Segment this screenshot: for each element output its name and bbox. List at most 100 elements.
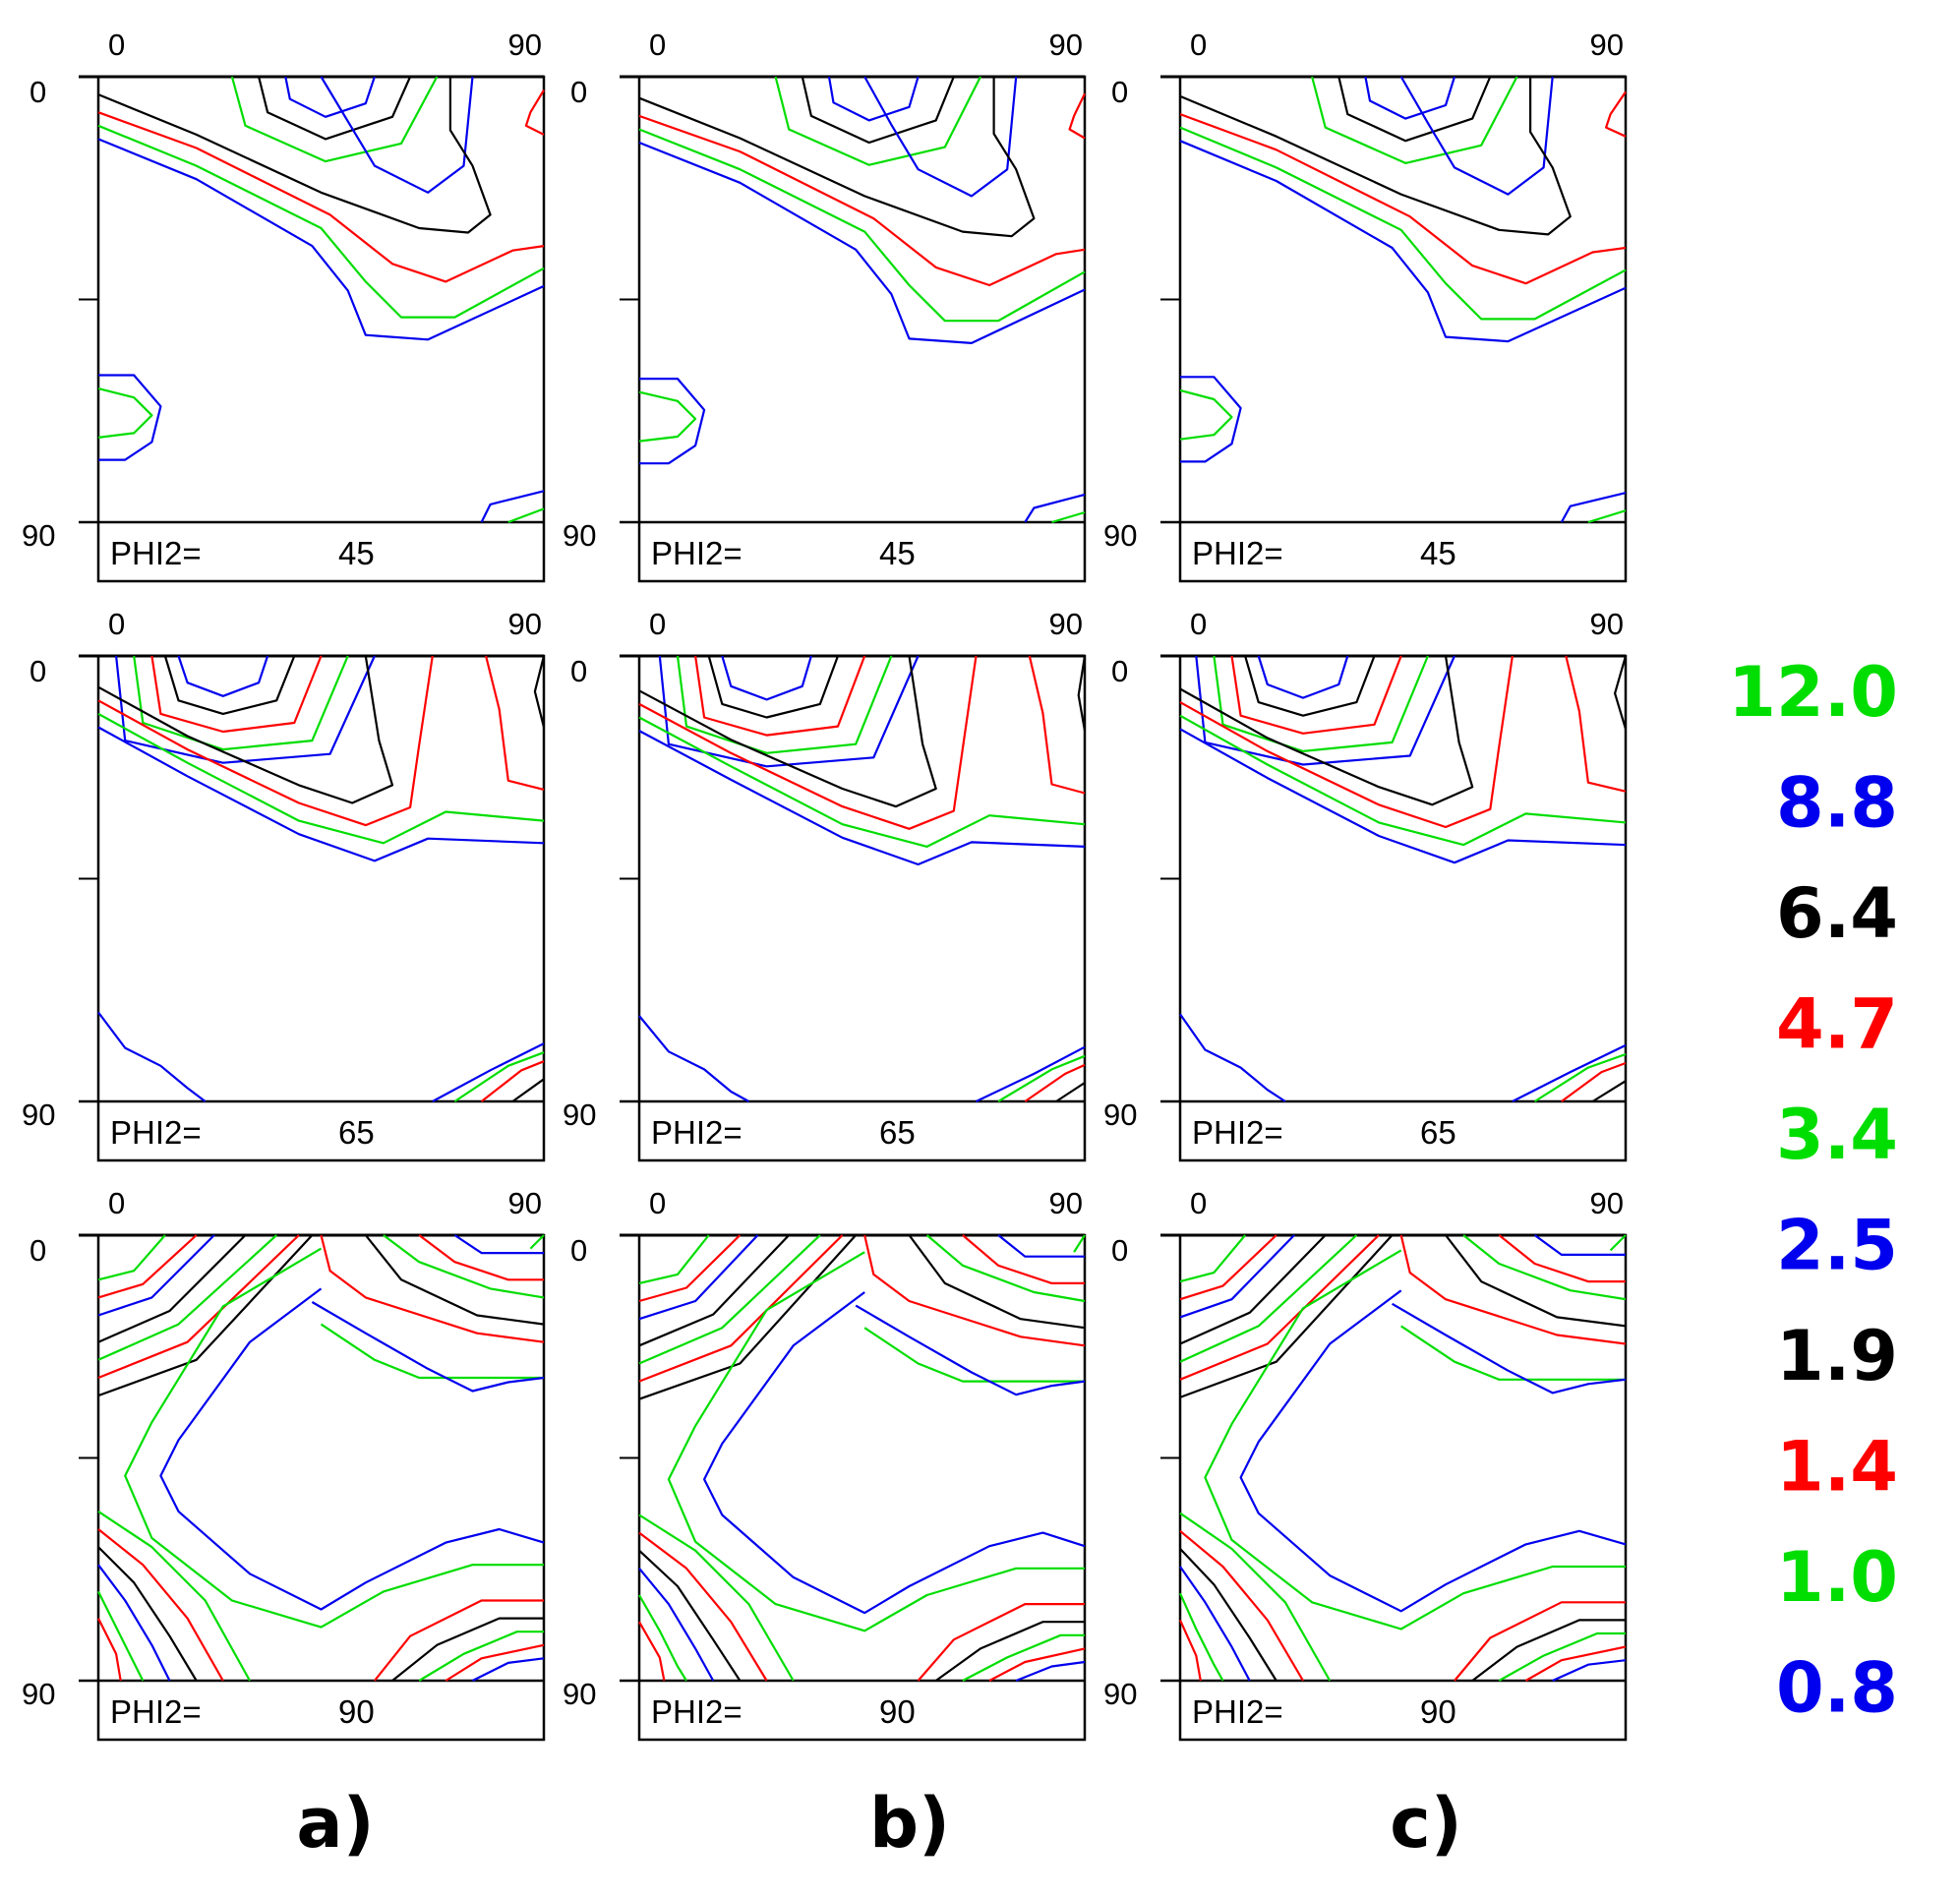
contour-line: [374, 1599, 544, 1682]
x-axis-max-label: 90: [1590, 1186, 1624, 1220]
y-axis-max-label: 90: [1103, 1097, 1137, 1132]
x-axis-min-label: 0: [649, 607, 666, 641]
contour-line: [1179, 1013, 1286, 1102]
contour-line: [97, 712, 545, 845]
section-angle-value: 65: [338, 1114, 375, 1151]
contour-line: [97, 77, 492, 234]
contour-line: [1179, 126, 1627, 321]
contour-line: [364, 1234, 545, 1326]
contour-line: [258, 76, 412, 141]
x-axis-max-label: 90: [1049, 28, 1083, 62]
section-angle-value: 45: [338, 535, 375, 571]
legend-level-2: 6.4: [1776, 873, 1898, 954]
contour-line: [638, 1234, 844, 1383]
contour-line: [1552, 1659, 1627, 1683]
x-axis-min-label: 0: [108, 1186, 125, 1220]
contour-line: [418, 1631, 544, 1682]
odf-panel-r2-c2: 0 90 0 90 PHI2= 65: [563, 607, 1087, 1162]
contour-line: [638, 730, 1086, 866]
contour-line: [97, 655, 394, 804]
contour-line: [391, 1617, 544, 1682]
contour-line: [707, 655, 840, 719]
contour-line: [97, 138, 545, 341]
contour-line: [638, 1594, 687, 1682]
contour-line: [97, 1234, 198, 1299]
contour-line: [1179, 113, 1627, 285]
x-axis-max-label: 90: [508, 28, 542, 62]
contour-line: [855, 1304, 1086, 1396]
contour-line: [962, 1234, 1085, 1285]
contour-line: [1179, 655, 1514, 829]
x-axis-min-label: 0: [1190, 1186, 1207, 1220]
contour-line: [1311, 76, 1518, 164]
contour-line: [159, 1287, 545, 1611]
y-axis-max-label: 90: [563, 518, 596, 553]
contour-line: [320, 1234, 545, 1343]
contour-line: [638, 1015, 749, 1102]
contour-line: [97, 1590, 145, 1682]
contour-line: [638, 1234, 790, 1347]
panel-frame: [1178, 75, 1628, 583]
section-angle-value: 65: [1420, 1114, 1456, 1151]
odf-panel-r3-c3: 0 90 0 90 PHI2= 90: [1103, 1186, 1628, 1742]
contour-line: [97, 1234, 247, 1343]
contour-line: [638, 77, 1036, 238]
contour-line: [1179, 1529, 1304, 1682]
contour-line: [917, 1602, 1085, 1682]
contour-line: [1179, 1548, 1277, 1682]
contour-line: [1498, 1631, 1626, 1682]
contour-line: [1178, 1619, 1202, 1682]
contour-line: [1230, 655, 1402, 735]
contour-line: [1392, 1302, 1627, 1394]
contour-line: [1462, 1234, 1627, 1301]
contour-line: [97, 1618, 122, 1682]
contour-line: [97, 1528, 224, 1682]
contour-line: [1179, 1234, 1327, 1345]
contour-line: [638, 128, 1086, 323]
contour-line: [638, 390, 697, 443]
contour-line: [1179, 1234, 1277, 1301]
odf-panel-r2-c1: 0 90 0 90 PHI2= 65: [22, 607, 546, 1162]
y-axis-min-label: 0: [30, 654, 46, 688]
contour-line: [485, 655, 545, 791]
contour-line: [1587, 509, 1627, 524]
contour-line: [638, 1568, 715, 1682]
legend-level-8: 1.0: [1776, 1537, 1898, 1618]
panel-frame: [1178, 654, 1628, 1162]
contour-line: [1565, 655, 1627, 793]
contour-line: [1179, 388, 1233, 441]
contour-line: [1024, 1063, 1086, 1102]
contour-line: [97, 1564, 171, 1682]
contour-line: [97, 1510, 251, 1682]
contour-line: [1178, 1592, 1224, 1682]
y-axis-max-label: 90: [22, 1097, 55, 1132]
panel-frame: [96, 654, 546, 1162]
contour-line: [133, 655, 349, 751]
section-prefix-label: PHI2=: [651, 535, 742, 571]
contour-line: [774, 76, 981, 166]
contour-line: [97, 124, 545, 319]
contour-line: [1604, 90, 1627, 138]
contour-line: [445, 1643, 545, 1682]
contour-line: [97, 1234, 277, 1361]
contour-line: [638, 655, 937, 808]
contour-line: [529, 1234, 545, 1250]
odf-panel-r2-c3: 0 90 0 90 PHI2= 65: [1103, 607, 1628, 1162]
contour-line: [97, 111, 545, 283]
odf-panel-r3-c2: 0 90 0 90 PHI2= 90: [563, 1186, 1087, 1742]
contour-line: [1561, 1061, 1627, 1102]
contour-line: [230, 76, 439, 163]
contour-line: [97, 1234, 215, 1317]
contour-line: [284, 76, 376, 118]
x-axis-max-label: 90: [1590, 28, 1624, 62]
y-axis-max-label: 90: [563, 1677, 596, 1711]
contour-line: [453, 1051, 545, 1102]
contour-line: [1179, 1512, 1332, 1682]
contour-line: [638, 1621, 666, 1682]
x-axis-min-label: 0: [1190, 607, 1207, 641]
contour-line: [638, 1234, 710, 1284]
y-axis-min-label: 0: [30, 75, 46, 109]
y-axis-max-label: 90: [1103, 518, 1137, 553]
contour-line: [962, 1633, 1085, 1682]
contour-line: [1179, 140, 1627, 343]
